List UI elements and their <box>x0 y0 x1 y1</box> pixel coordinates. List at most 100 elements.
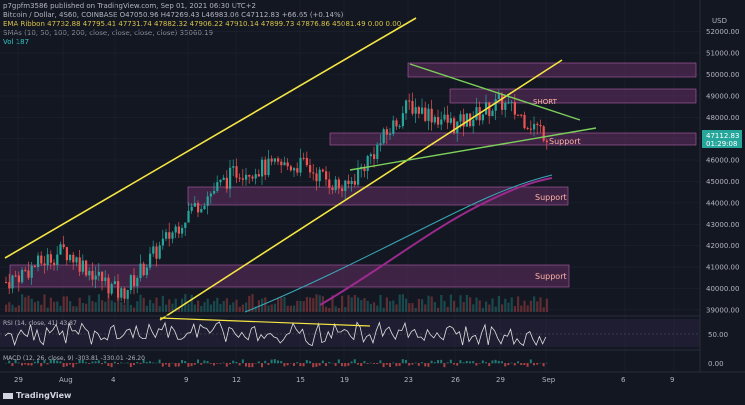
candle <box>184 222 187 228</box>
candle <box>267 158 270 176</box>
candle <box>94 275 97 280</box>
candle <box>309 165 312 173</box>
candle <box>46 254 49 266</box>
candle <box>53 262 56 265</box>
last-price: 47112.83 <box>706 132 739 140</box>
price-tick: 45000.00 <box>706 178 739 186</box>
candle <box>395 120 398 127</box>
candle <box>190 206 193 211</box>
time-tick: 23 <box>404 376 413 384</box>
currency-label: USD <box>712 17 727 25</box>
candle <box>411 101 414 114</box>
candle <box>341 188 344 192</box>
candle <box>321 169 324 172</box>
candle <box>120 288 123 298</box>
candle <box>91 270 94 280</box>
candle <box>88 270 91 276</box>
candle <box>37 255 40 268</box>
candle <box>337 179 340 189</box>
candle <box>69 254 72 261</box>
channel-upper-line <box>4 17 417 259</box>
candle <box>245 174 248 180</box>
support-label-1: Support <box>549 137 581 146</box>
candle <box>325 171 328 180</box>
candle <box>277 158 280 162</box>
time-tick: Aug <box>59 376 73 384</box>
candle <box>181 227 184 234</box>
candle <box>347 180 350 184</box>
candle <box>504 102 507 110</box>
candle <box>344 180 347 192</box>
rsi-label: RSI (14, close, 41) 43.87 <box>3 320 77 327</box>
candle <box>117 281 120 298</box>
candle <box>136 277 139 287</box>
volume-line: Vol 187 <box>3 38 30 46</box>
candle <box>517 114 520 116</box>
candle <box>296 168 299 173</box>
candle <box>449 118 452 123</box>
candle <box>369 154 372 157</box>
time-tick: 15 <box>296 376 305 384</box>
candle <box>414 107 417 114</box>
candlesticks <box>5 89 548 304</box>
candle <box>408 100 411 102</box>
candle <box>366 156 369 172</box>
candle <box>350 181 353 184</box>
time-tick: 4 <box>111 376 116 384</box>
support-label-3: Support <box>535 272 567 281</box>
candle <box>158 245 161 259</box>
candle <box>229 167 232 189</box>
rsi-line <box>4 321 547 347</box>
candle <box>523 114 526 129</box>
moving-averages <box>244 174 553 313</box>
price-axis[interactable]: 52000.00 51000.00 50000.00 49000.00 48000.00… <box>706 28 739 314</box>
candle <box>363 166 366 172</box>
candle <box>427 108 430 121</box>
resistance-zone-2 <box>449 88 697 104</box>
support-resistance-zones <box>9 62 697 288</box>
time-tick: 6 <box>621 376 626 384</box>
candle <box>171 232 174 239</box>
candle <box>238 177 241 179</box>
candle <box>107 277 110 294</box>
candle <box>232 166 235 168</box>
volume-bars <box>5 294 548 312</box>
candle <box>481 114 484 121</box>
candle <box>299 157 302 173</box>
candle <box>542 126 545 141</box>
candle <box>248 174 251 177</box>
candle <box>510 101 513 103</box>
symbol-line: Bitcoin / Dollar, 4S60, COINBASE O47050.… <box>3 11 344 19</box>
candle <box>139 263 142 278</box>
candle <box>56 254 59 265</box>
candle <box>507 102 510 104</box>
sma-200-line <box>319 177 553 306</box>
candle <box>110 284 113 294</box>
candle <box>104 277 107 282</box>
candle <box>459 114 462 122</box>
candle <box>193 203 196 207</box>
time-tick: 29 <box>496 376 505 384</box>
time-tick: 29 <box>14 376 23 384</box>
rsi-level: 50.00 <box>708 331 728 339</box>
candle <box>203 205 206 210</box>
support-zone-3 <box>9 264 570 288</box>
time-axis[interactable]: 29 Aug 4 9 12 15 19 23 26 29 Sep 6 9 <box>14 376 674 384</box>
candle <box>446 114 449 123</box>
candle <box>453 118 456 134</box>
candle <box>328 179 331 188</box>
candle <box>14 275 17 277</box>
candle <box>443 114 446 120</box>
candle <box>219 179 222 183</box>
candle <box>398 126 401 128</box>
price-tick: 42000.00 <box>706 242 739 250</box>
candle <box>334 179 337 191</box>
price-tick: 40000.00 <box>706 285 739 293</box>
candle <box>305 157 308 166</box>
ema-ribbon-line: EMA Ribbon 47732.88 47795.41 47731.74 47… <box>3 20 402 28</box>
candle <box>357 169 360 185</box>
candle <box>72 254 75 263</box>
candle <box>209 193 212 197</box>
time-tick: Sep <box>542 376 556 384</box>
